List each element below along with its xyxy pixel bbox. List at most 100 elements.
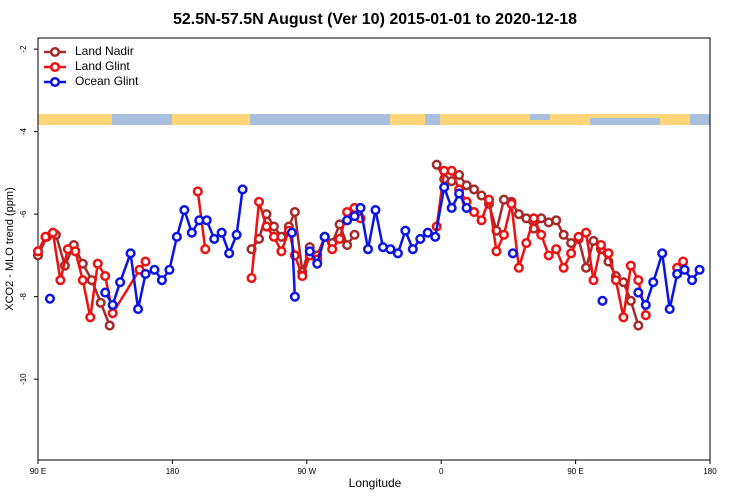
data-point (104, 320, 115, 331)
data-point (528, 213, 539, 224)
series-line (435, 169, 648, 318)
data-point (44, 293, 55, 304)
data-point (216, 227, 227, 238)
y-tick-label: -2 (19, 45, 28, 53)
data-point (92, 258, 103, 269)
data-point (687, 275, 698, 286)
data-point (603, 248, 614, 259)
x-tick-label: 180 (703, 467, 717, 476)
data-point (140, 256, 151, 267)
data-point (55, 275, 66, 286)
legend-label: Land Glint (75, 59, 130, 73)
data-point (342, 240, 353, 251)
data-point (461, 180, 472, 191)
data-point (192, 186, 203, 197)
data-point (476, 215, 487, 226)
data-point (85, 312, 96, 323)
legend-label: Land Nadir (75, 44, 134, 58)
data-point (536, 229, 547, 240)
data-point (40, 231, 51, 242)
data-point (385, 244, 396, 255)
data-point (164, 264, 175, 275)
y-axis-label: XCO2 - MLO trend (ppm) (4, 187, 16, 310)
data-point (597, 295, 608, 306)
data-point (513, 209, 524, 220)
data-point (595, 240, 607, 251)
data-point (149, 264, 160, 275)
data-point (657, 248, 668, 259)
data-point (543, 250, 554, 261)
x-axis-label: Longitude (349, 476, 402, 490)
data-point (498, 229, 509, 240)
data-point (625, 295, 636, 306)
data-point (551, 215, 562, 226)
data-point (679, 264, 690, 275)
data-point (588, 235, 599, 247)
y-tick-label: -10 (19, 373, 28, 385)
data-point (625, 260, 636, 271)
data-point (355, 202, 366, 214)
data-point (179, 204, 190, 216)
legend-marker (49, 46, 61, 58)
data-point (171, 231, 182, 242)
data-point (633, 275, 644, 286)
data-point (327, 244, 338, 255)
x-tick-label: 180 (166, 467, 180, 476)
legend-marker (49, 61, 61, 73)
data-point (349, 211, 360, 222)
data-point (446, 202, 457, 214)
data-point (476, 190, 487, 201)
data-point (237, 184, 248, 195)
data-point (32, 246, 44, 257)
y-tick-label: -4 (19, 128, 28, 136)
chart-title: 52.5N-57.5N August (Ver 10) 2015-01-01 t… (173, 11, 577, 28)
data-point (319, 231, 330, 242)
data-point (507, 248, 518, 259)
data-point (362, 244, 374, 255)
data-point (70, 246, 81, 257)
data-point (125, 248, 136, 259)
data-point (312, 258, 323, 269)
data-point (633, 287, 644, 298)
x-tick-label: 0 (439, 467, 444, 476)
series-line (36, 230, 147, 318)
x-tick-label: 90 E (30, 467, 46, 476)
data-point (156, 275, 167, 286)
data-point (610, 275, 621, 286)
x-tick-label: 90 E (567, 467, 583, 476)
data-point (77, 275, 88, 286)
data-point (107, 308, 118, 319)
data-point (100, 270, 111, 282)
map-strip (38, 114, 710, 125)
data-point (521, 237, 532, 249)
data-point (297, 270, 308, 282)
data-point (253, 196, 265, 207)
data-point (640, 310, 651, 321)
data-point (513, 262, 524, 273)
data-point (224, 248, 235, 259)
series-line (250, 201, 362, 280)
data-point (633, 320, 644, 331)
data-point (133, 303, 144, 315)
data-point (506, 198, 517, 209)
data-point (201, 215, 212, 226)
data-point (439, 182, 450, 193)
data-point (566, 248, 577, 259)
data-point (469, 184, 480, 195)
data-point (115, 277, 126, 288)
data-point (640, 299, 651, 310)
data-point (461, 202, 472, 214)
data-point (231, 229, 242, 240)
legend-label: Ocean Glint (75, 74, 139, 88)
data-point (558, 229, 569, 240)
data-point (349, 229, 360, 240)
data-point (246, 273, 257, 284)
data-point (268, 231, 279, 242)
data-point (469, 207, 480, 218)
data-point (664, 303, 675, 315)
data-point (581, 227, 592, 238)
data-point (483, 194, 495, 205)
data-point (186, 227, 197, 238)
y-tick-label: -8 (19, 293, 28, 301)
